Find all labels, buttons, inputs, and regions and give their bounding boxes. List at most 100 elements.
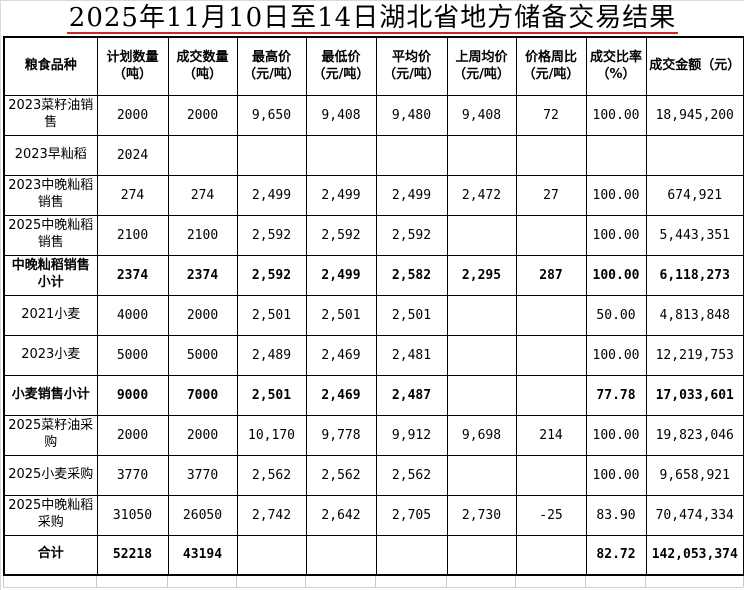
cell: 2,501 <box>305 294 377 336</box>
column-header-label: 粮食品种 <box>24 58 77 74</box>
gridline-stub <box>167 576 168 587</box>
table-row: 合计 52218 43194 82.72 142,053,374 <box>3 534 744 576</box>
gridline-stub <box>375 576 376 587</box>
cell: 2,592 <box>236 254 307 296</box>
column-header-3: 成交数量 （吨） <box>167 36 238 96</box>
row-label: 2023菜籽油销售 <box>3 94 98 136</box>
cell <box>515 134 587 176</box>
cell: 5,443,351 <box>645 214 744 256</box>
gridline-stub <box>515 576 516 587</box>
column-header-label: 上周均价 <box>455 49 508 65</box>
column-header-4: 最高价 （元/吨） <box>236 36 307 96</box>
row-label: 小麦销售小计 <box>3 374 98 416</box>
cell <box>446 534 517 576</box>
cell: 2,501 <box>236 374 307 416</box>
cell: 2,592 <box>236 214 307 256</box>
cell: 9,778 <box>305 414 377 456</box>
cell: 274 <box>167 174 238 216</box>
cell: 214 <box>515 414 587 456</box>
cell: 2000 <box>96 414 169 456</box>
cell: 2,742 <box>236 494 307 536</box>
table-row: 2021小麦 4000 2000 2,501 2,501 2,501 50.00 4,813,… <box>3 294 744 336</box>
cell <box>446 294 517 336</box>
cell: 2,582 <box>375 254 448 296</box>
cell: 2,562 <box>375 454 448 496</box>
row-label: 中晚籼稻销售小计 <box>3 254 98 296</box>
gridline-stub <box>645 576 646 587</box>
column-header-label: 成交比率 <box>589 49 642 65</box>
table-row: 2023中晚籼稻销售 274 274 2,499 2,499 2,499 2,472 27 10… <box>3 174 744 216</box>
cell: 2,469 <box>305 374 377 416</box>
gridline-stub <box>236 576 237 587</box>
cell: 52218 <box>96 534 169 576</box>
cell: 142,053,374 <box>645 534 744 576</box>
cell: 50.00 <box>585 294 647 336</box>
column-header-1: 粮食品种 <box>3 36 98 96</box>
gridline-stub <box>305 576 306 587</box>
cell: 43194 <box>167 534 238 576</box>
column-header-10: 成交金额（元） <box>645 36 744 96</box>
cell: 100.00 <box>585 94 647 136</box>
cell: 4,813,848 <box>645 294 744 336</box>
cell <box>585 134 647 176</box>
cell: 77.78 <box>585 374 647 416</box>
table-row: 中晚籼稻销售小计 2374 2374 2,592 2,499 2,582 2,295 287 1… <box>3 254 744 296</box>
column-header-8: 价格周比 （元/吨） <box>515 36 587 96</box>
column-header-unit: （%） <box>596 67 636 83</box>
cell: 2100 <box>167 214 238 256</box>
cell <box>446 214 517 256</box>
table-row: 2023小麦 5000 5000 2,489 2,469 2,481 100.00 12,21… <box>3 334 744 376</box>
cell: 100.00 <box>585 214 647 256</box>
cell <box>236 134 307 176</box>
table-row: 2025中晚籼稻采购 31050 26050 2,742 2,642 2,705 2,730… <box>3 494 744 536</box>
cell: 2,730 <box>446 494 517 536</box>
cell: 4000 <box>96 294 169 336</box>
cell: 82.72 <box>585 534 647 576</box>
cell <box>515 334 587 376</box>
cell: 2000 <box>167 414 238 456</box>
column-header-label: 成交金额（元） <box>649 58 741 74</box>
cell: 2024 <box>96 134 169 176</box>
cell: 2000 <box>167 94 238 136</box>
table-row: 2023菜籽油销售 2000 2000 9,650 9,408 9,480 9,408 72 1… <box>3 94 744 136</box>
cell: 100.00 <box>585 414 647 456</box>
cell: 12,219,753 <box>645 334 744 376</box>
cell <box>515 214 587 256</box>
cell: 70,474,334 <box>645 494 744 536</box>
column-header-label: 价格周比 <box>524 49 577 65</box>
cell: 287 <box>515 254 587 296</box>
trade-results-table: 粮食品种 计划数量 （吨） 成交数量 （吨） 最高价 （元/吨） 最低价 （元/吨） 平均价 （元/… <box>3 36 744 576</box>
cell: 6,118,273 <box>645 254 744 296</box>
cell: 5000 <box>167 334 238 376</box>
cell: 100.00 <box>585 454 647 496</box>
cell <box>375 534 448 576</box>
column-header-unit: （元/吨） <box>312 67 370 83</box>
row-label: 2023中晚籼稻销售 <box>3 174 98 216</box>
column-header-5: 最低价 （元/吨） <box>305 36 377 96</box>
column-header-unit: （吨） <box>112 67 152 83</box>
cell: 100.00 <box>585 254 647 296</box>
cell: 100.00 <box>585 174 647 216</box>
cell <box>167 134 238 176</box>
cell: 2,501 <box>375 294 448 336</box>
page-title: 2025年11月10日至14日湖北省地方储备交易结果 <box>66 2 679 34</box>
cell: 7000 <box>167 374 238 416</box>
column-header-unit: （元/吨） <box>453 67 510 83</box>
gridline-stub <box>585 576 586 587</box>
cell: 9,912 <box>375 414 448 456</box>
cell: 2,499 <box>305 174 377 216</box>
column-header-label: 平均价 <box>391 49 431 65</box>
cell: 674,921 <box>645 174 744 216</box>
cell: 2,562 <box>236 454 307 496</box>
cell: 2,472 <box>446 174 517 216</box>
column-header-label: 最低价 <box>321 49 361 65</box>
cell: 2,499 <box>375 174 448 216</box>
column-header-label: 计划数量 <box>106 49 159 65</box>
cell: 2,642 <box>305 494 377 536</box>
column-header-unit: （吨） <box>182 67 222 83</box>
cell: 9,650 <box>236 94 307 136</box>
column-header-unit: （元/吨） <box>383 67 440 83</box>
cell: 2374 <box>167 254 238 296</box>
cell <box>305 534 377 576</box>
cell: 18,945,200 <box>645 94 744 136</box>
